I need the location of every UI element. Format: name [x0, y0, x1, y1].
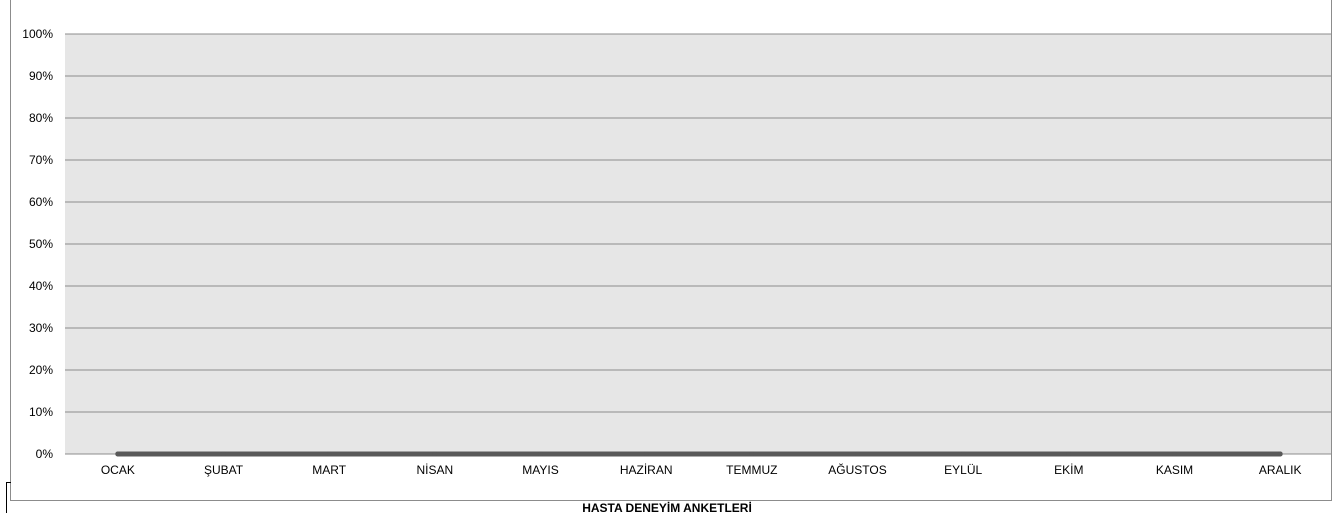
- y-tick-label: 50%: [29, 237, 53, 251]
- y-tick-label: 90%: [29, 69, 53, 83]
- x-tick-label: EKİM: [1054, 463, 1083, 477]
- data-point: [855, 451, 860, 457]
- gridlines: [65, 33, 1331, 455]
- x-tick-label: MART: [312, 463, 346, 477]
- x-tick-label: ŞUBAT: [204, 463, 244, 477]
- data-point: [1172, 451, 1177, 457]
- chart-svg: 0% 10% 20% 30% 40% 50% 60% 70% 80% 90% 100% OCAK ŞU…: [22, 27, 1331, 477]
- chart-frame: 0% 10% 20% 30% 40% 50% 60% 70% 80% 90% 100% OCAK ŞU…: [10, 0, 1332, 501]
- data-point: [221, 451, 226, 457]
- data-point: [326, 451, 332, 457]
- y-tick-label: 10%: [29, 405, 53, 419]
- x-tick-label: ARALIK: [1259, 463, 1302, 477]
- x-tick-label: HAZİRAN: [620, 463, 673, 477]
- data-point: [960, 451, 966, 457]
- chart-title-area: HASTA DENEYİM ANKETLERİ: [0, 499, 1334, 513]
- data-point: [1277, 451, 1283, 457]
- x-tick-label: KASIM: [1156, 463, 1193, 477]
- x-tick-label: MAYIS: [522, 463, 558, 477]
- y-tick-label: 20%: [29, 363, 53, 377]
- y-tick-label: 60%: [29, 195, 53, 209]
- series-layer: [115, 451, 1283, 457]
- x-tick-label: EYLÜL: [944, 463, 982, 477]
- y-axis-ticks: 0% 10% 20% 30% 40% 50% 60% 70% 80% 90% 100%: [22, 27, 53, 461]
- data-point: [643, 451, 649, 457]
- y-tick-label: 40%: [29, 279, 53, 293]
- y-tick-label: 0%: [36, 447, 54, 461]
- y-tick-label: 70%: [29, 153, 53, 167]
- data-point: [538, 451, 543, 457]
- chart-title: HASTA DENEYİM ANKETLERİ: [582, 501, 752, 513]
- data-point: [749, 451, 755, 457]
- x-tick-label: AĞUSTOS: [828, 462, 886, 477]
- data-point: [1066, 451, 1072, 457]
- x-axis-ticks: OCAK ŞUBAT MART NİSAN MAYIS HAZİRAN TEMMUZ AĞUS…: [101, 462, 1302, 477]
- data-point: [115, 451, 121, 457]
- y-tick-label: 80%: [29, 111, 53, 125]
- y-tick-label: 100%: [22, 27, 53, 41]
- y-tick-label: 30%: [29, 321, 53, 335]
- data-point: [432, 451, 438, 457]
- x-tick-label: NİSAN: [416, 463, 453, 477]
- chart-corner-bracket: [6, 482, 11, 513]
- x-tick-label: TEMMUZ: [726, 463, 777, 477]
- x-tick-label: OCAK: [101, 463, 135, 477]
